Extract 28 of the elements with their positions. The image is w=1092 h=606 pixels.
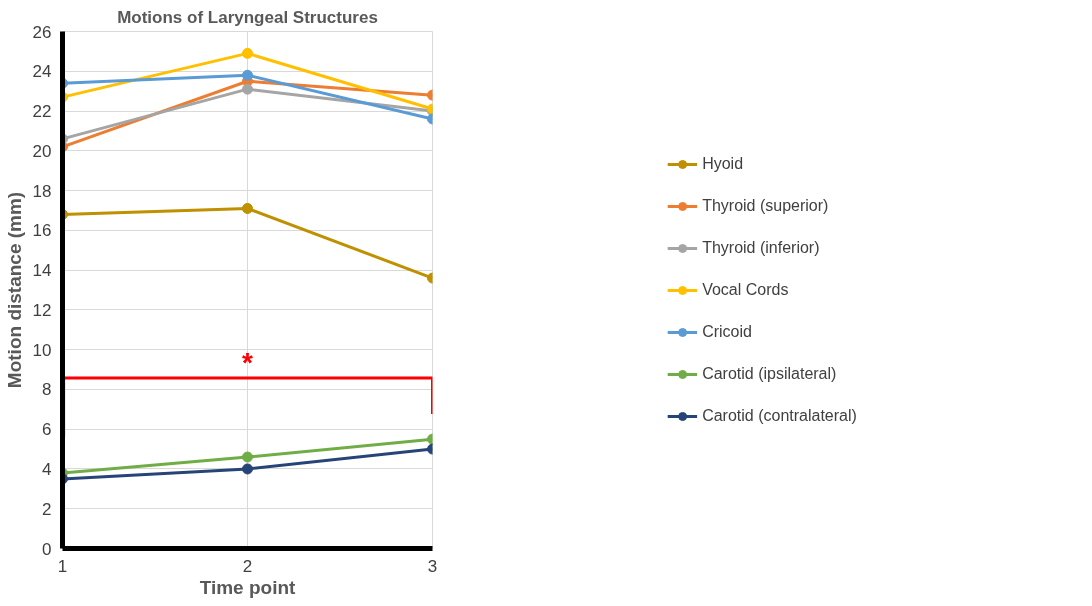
y-tick-label: 8 bbox=[42, 380, 52, 400]
y-tick-label: 6 bbox=[42, 420, 52, 440]
y-axis-title: Motion distance (mm) bbox=[3, 191, 25, 389]
y-tick-label: 14 bbox=[32, 261, 52, 281]
legend-label: Carotid (contralateral) bbox=[702, 405, 857, 426]
y-tick-label: 10 bbox=[32, 340, 52, 360]
x-tick-label: 1 bbox=[57, 556, 68, 576]
y-tick-label: 20 bbox=[32, 141, 52, 161]
y-tick-label: 24 bbox=[32, 62, 52, 82]
y-tick-label: 12 bbox=[32, 300, 52, 320]
y-tick-label: 16 bbox=[32, 221, 52, 241]
y-tick-label: 2 bbox=[42, 499, 52, 519]
legend-label: Thyroid (inferior) bbox=[702, 237, 820, 258]
y-tick-label: 0 bbox=[42, 539, 52, 559]
legend-label: Carotid (ipsilateral) bbox=[702, 363, 837, 384]
y-tick-label: 4 bbox=[42, 459, 52, 479]
x-axis-title: Time point bbox=[199, 576, 297, 598]
legend-label: Hyoid bbox=[702, 153, 744, 174]
annotation: * bbox=[242, 346, 254, 378]
y-tick-label: 18 bbox=[32, 181, 52, 201]
x-tick-label: 3 bbox=[427, 556, 438, 576]
legend-label: Vocal Cords bbox=[702, 279, 789, 300]
legend-label: Thyroid (superior) bbox=[702, 195, 829, 216]
legend-label: Cricoid bbox=[702, 321, 752, 342]
y-tick-label: 22 bbox=[32, 102, 52, 122]
x-tick-label: 2 bbox=[242, 556, 253, 576]
y-tick-label: 26 bbox=[32, 22, 52, 42]
chart-title: Motions of Laryngeal Structures bbox=[117, 7, 378, 27]
